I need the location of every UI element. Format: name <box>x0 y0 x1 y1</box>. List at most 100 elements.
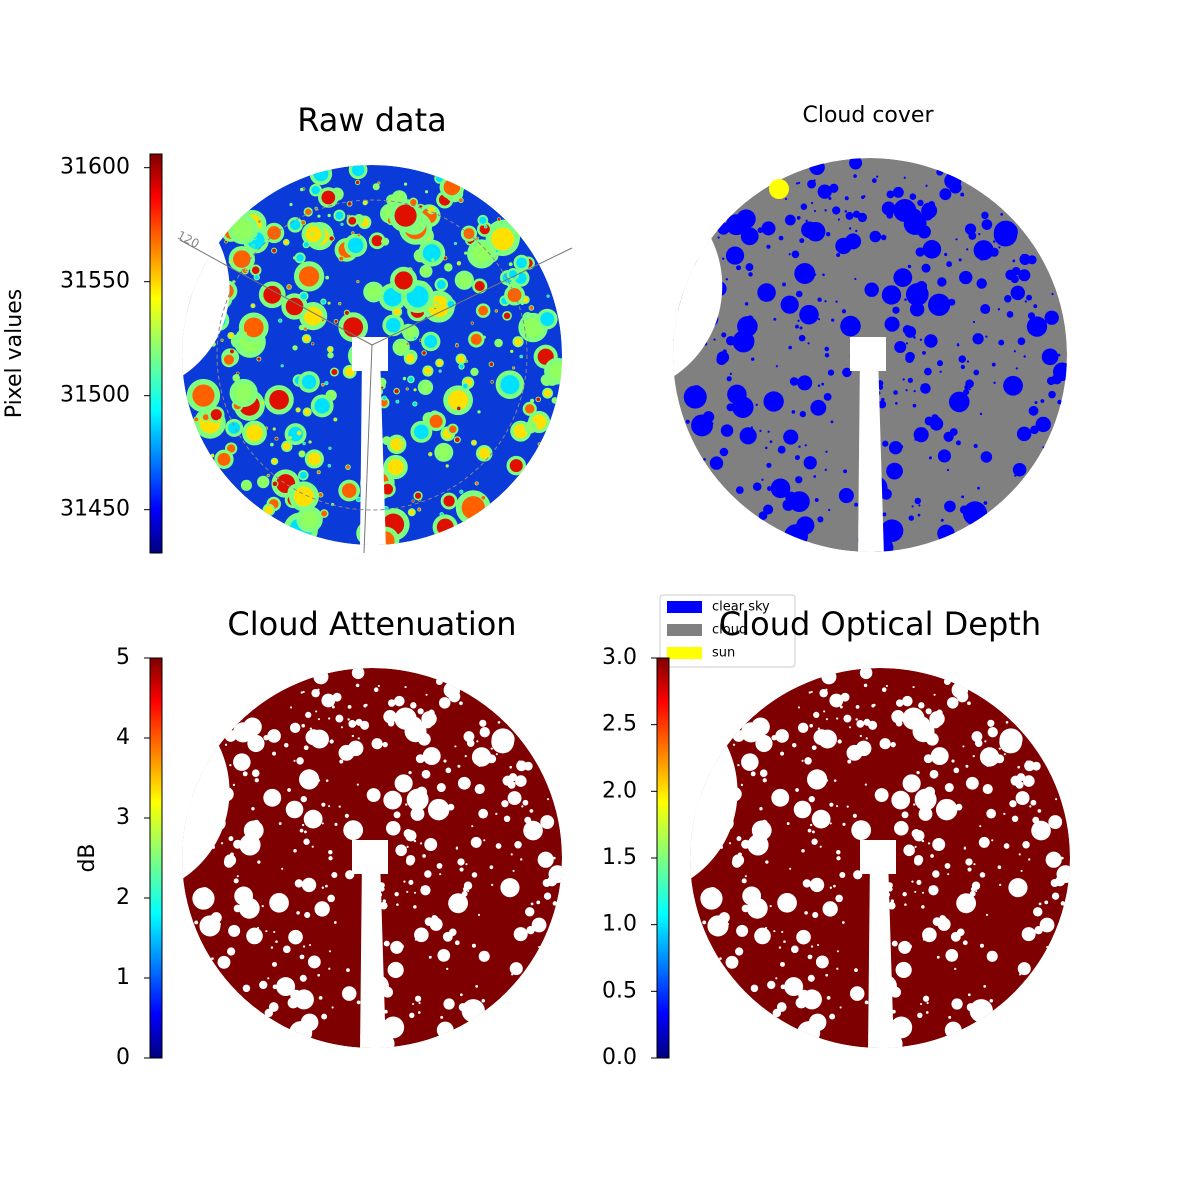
sky-blob <box>284 239 289 245</box>
sky-blob <box>233 878 239 884</box>
sky-blob <box>414 424 429 440</box>
sky-blob <box>980 303 991 315</box>
sky-blob <box>399 944 404 949</box>
sky-blob <box>921 263 931 273</box>
sky-blob <box>842 822 846 826</box>
sky-blob <box>406 845 409 848</box>
colorbar-tick-label: 31500 <box>60 383 130 408</box>
sky-blob <box>895 719 903 727</box>
sky-blob <box>784 214 796 226</box>
sky-blob <box>1018 853 1021 856</box>
sky-blob <box>302 452 305 455</box>
sky-blob <box>394 695 405 707</box>
sky-blob <box>245 269 248 272</box>
sky-blob <box>315 207 318 210</box>
sky-blob <box>892 306 900 314</box>
sky-blob <box>836 950 840 953</box>
sky-blob <box>871 178 877 183</box>
sky-blob <box>794 263 816 284</box>
sky-blob <box>272 481 278 487</box>
sky-blob <box>958 258 962 262</box>
sky-blob <box>509 262 512 266</box>
sky-blob <box>985 335 988 338</box>
sky-blob <box>991 839 994 842</box>
sky-blob <box>799 304 819 325</box>
sky-blob <box>338 805 341 808</box>
sky-blob <box>944 500 956 513</box>
sky-blob <box>429 414 443 428</box>
sky-blob <box>880 234 887 241</box>
sky-mask-center <box>352 337 388 371</box>
sky-blob <box>405 327 417 339</box>
sky-blob <box>810 945 814 948</box>
sky-blob <box>293 759 296 762</box>
sky-blob <box>983 501 988 505</box>
sky-blob <box>413 388 417 391</box>
sky-blob <box>765 860 769 864</box>
colorbar-tick-label: 1.5 <box>602 845 637 870</box>
sky-blob <box>328 353 333 358</box>
sky-blob <box>912 686 915 689</box>
sky-blob <box>1031 820 1051 841</box>
sky-blob <box>501 800 509 808</box>
sky-blob <box>272 984 278 990</box>
sky-blob <box>230 852 234 857</box>
sky-blob <box>962 501 988 526</box>
sky-blob <box>529 809 534 813</box>
sky-blob <box>916 306 920 310</box>
sky-blob <box>334 319 338 323</box>
sky-blob <box>894 341 907 353</box>
sky-blob <box>716 354 727 366</box>
sky-blob <box>454 745 457 748</box>
sky-blob <box>979 747 1000 767</box>
sky-blob <box>264 1008 274 1018</box>
sky-blob <box>795 476 803 484</box>
sky-blob <box>424 367 432 375</box>
sky-blob <box>763 391 784 412</box>
sky-blob <box>864 783 867 786</box>
sky-blob <box>338 302 341 305</box>
sky-blob <box>479 216 487 224</box>
sky-blob <box>761 740 764 743</box>
sky-blob <box>481 998 486 1003</box>
sky-blob <box>394 774 413 793</box>
sky-blob <box>745 263 754 272</box>
sky-blob <box>467 889 470 893</box>
sky-blob <box>836 805 839 808</box>
sky-blob <box>461 999 485 1023</box>
sky-blob <box>347 704 352 709</box>
panel-title: Raw data <box>297 101 447 139</box>
sky-mask-center <box>860 840 896 874</box>
sky-blob <box>731 857 743 868</box>
sky-blob <box>211 454 214 457</box>
sky-blob <box>478 808 488 819</box>
sky-blob <box>788 345 793 350</box>
sky-blob <box>300 691 303 694</box>
sky-blob <box>726 376 732 382</box>
sky-blob <box>261 401 264 405</box>
sky-blob <box>788 253 791 256</box>
sky-blob <box>754 927 771 945</box>
sky-blob <box>293 989 314 1010</box>
sky-blob <box>495 753 498 756</box>
colorbar-tick-label: 2.5 <box>602 712 637 737</box>
sky-blob <box>455 847 459 850</box>
sky-blob <box>254 275 259 280</box>
sky-blob <box>409 509 415 515</box>
sky-blob <box>920 1002 923 1006</box>
sky-blob <box>777 445 786 454</box>
sky-blob <box>1011 815 1019 823</box>
sky-blob <box>340 726 344 729</box>
sky-blob <box>729 372 732 375</box>
sky-blob <box>740 783 744 787</box>
sky-blob <box>490 380 494 384</box>
sky-blob <box>719 957 722 960</box>
sky-blob <box>819 845 822 848</box>
sky-blob <box>328 302 331 305</box>
sky-blob <box>755 403 758 407</box>
sky-blob <box>273 930 276 934</box>
sky-blob <box>725 955 739 969</box>
sky-blob <box>783 940 786 943</box>
sky-blob <box>346 465 350 470</box>
sky-blob <box>500 878 520 898</box>
